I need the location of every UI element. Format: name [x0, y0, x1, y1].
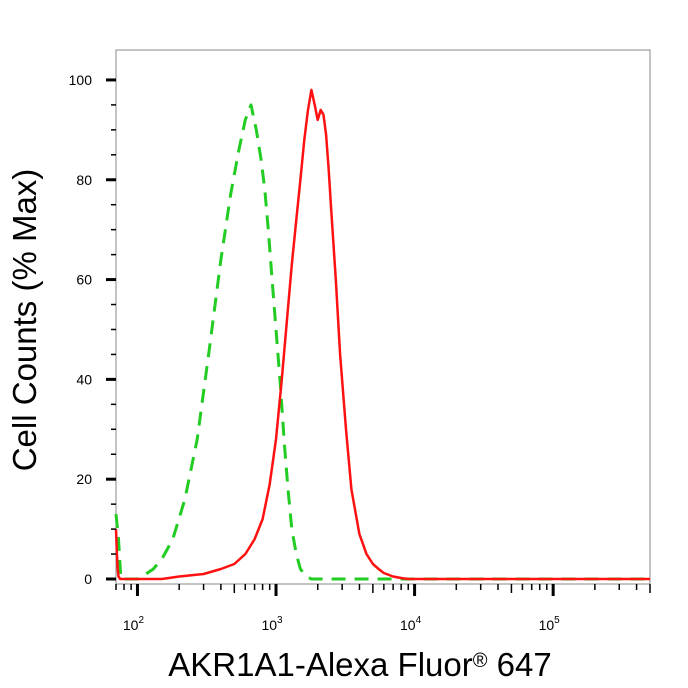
x-axis-title-tail: 647 [487, 646, 551, 683]
y-tick-label: 0 [84, 571, 92, 587]
x-tick-label: 105 [539, 615, 561, 633]
y-tick-label: 60 [76, 272, 92, 288]
labels-layer: 0 20 40 60 80 100 102 103 104 105 [69, 72, 561, 633]
series-line-stained [114, 88, 650, 581]
x-axis-title: AKR1A1-Alexa Fluor® 647 [168, 646, 551, 683]
x-tick-label: 103 [261, 615, 283, 633]
y-tick-label: 100 [69, 72, 93, 88]
x-axis-title-main: AKR1A1-Alexa Fluor [168, 646, 472, 683]
y-tick-label: 20 [76, 471, 92, 487]
y-axis-title: Cell Counts (% Max) [6, 169, 43, 472]
series-line-control [114, 103, 650, 581]
x-tick-label: 102 [123, 615, 145, 633]
series-layer [114, 88, 650, 581]
y-tick-label: 40 [76, 371, 92, 387]
plot-frame [115, 49, 651, 585]
axes-layer [106, 78, 651, 596]
y-tick-label: 80 [76, 172, 92, 188]
x-axis-title-mark: ® [473, 650, 488, 672]
x-tick-label: 104 [400, 615, 422, 633]
